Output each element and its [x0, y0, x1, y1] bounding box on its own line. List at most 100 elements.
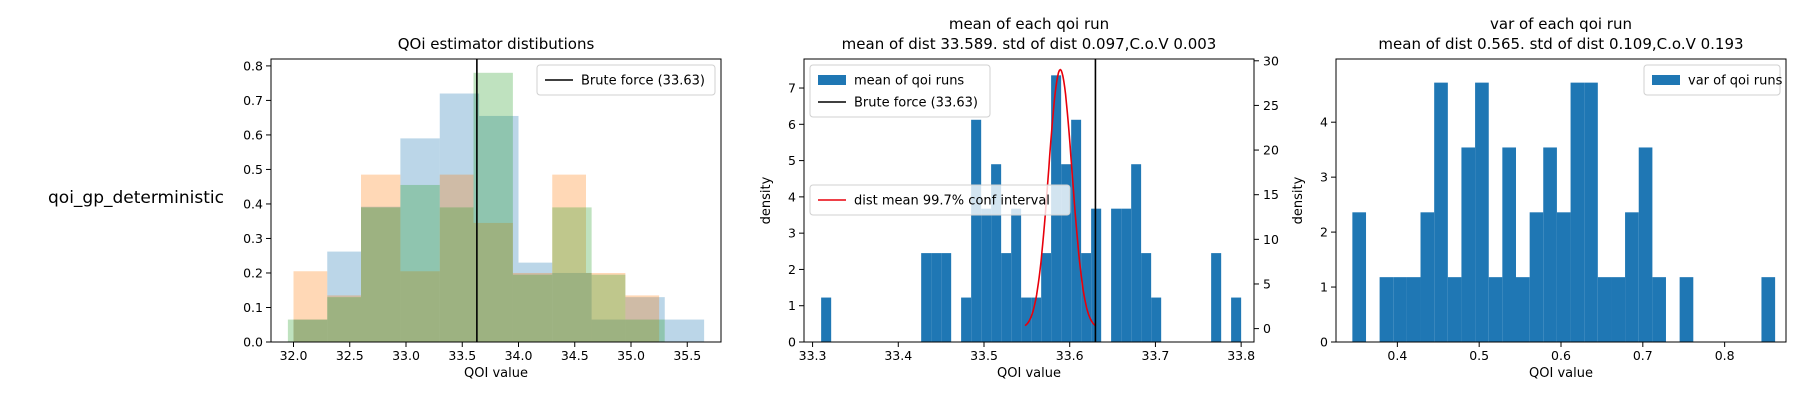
x-tick-label: 33.5 [970, 348, 998, 363]
chart-title: QOi estimator distibutions [398, 35, 595, 53]
hist-bar-series-2 [625, 295, 660, 342]
legend-label: Brute force (33.63) [581, 74, 705, 89]
x-tick-label: 0.5 [1469, 348, 1489, 363]
x-tick-label: 35.5 [673, 348, 701, 363]
hist-bar [1211, 253, 1222, 342]
hist-bar [1393, 277, 1407, 342]
y-axis-label: density [1291, 176, 1306, 224]
y-tick-label: 0.4 [243, 196, 263, 211]
y-tick-label: 2 [788, 262, 796, 277]
hist-bar [1434, 82, 1448, 343]
legend-box [1643, 64, 1781, 96]
hist-bar-series-1 [439, 93, 480, 342]
y2-tick-label: 30 [1263, 53, 1279, 68]
hist-bar [1011, 208, 1022, 342]
hist-bar-series-3 [625, 319, 665, 342]
hist-bar [1141, 253, 1152, 342]
hist-bar [1570, 82, 1585, 343]
y2-tick-label: 25 [1263, 98, 1279, 113]
hist-bar [1081, 253, 1092, 342]
y2-tick-label: 0 [1263, 321, 1271, 336]
hist-bar-series-3 [552, 207, 592, 342]
hist-bar [1121, 208, 1132, 342]
y-tick-label: 0 [788, 335, 796, 350]
legend-label: dist mean 99.7% conf interval [854, 194, 1050, 209]
hist-bar-series-2 [512, 272, 553, 342]
y-axis-label: density [759, 176, 774, 224]
x-tick-label: 34.0 [505, 348, 533, 363]
hist-bar [1461, 147, 1476, 342]
hist-bar [1001, 253, 1012, 342]
y-tick-label: 6 [788, 117, 796, 132]
hist-bar-series-3 [512, 274, 553, 342]
x-tick-label: 0.7 [1633, 348, 1653, 363]
y-tick-label: 0.6 [243, 127, 263, 142]
y-tick-label: 5 [788, 153, 796, 168]
row-label: qoi_gp_deterministic [48, 188, 224, 208]
hist-bar-series-2 [400, 271, 440, 342]
hist-bar-series-2 [552, 174, 586, 342]
hist-bar [1761, 277, 1776, 342]
hist-bar-series-1 [518, 262, 553, 342]
hist-bar [1420, 212, 1435, 342]
hist-bar-series-3 [287, 319, 328, 342]
legend-box [536, 64, 716, 96]
y-tick-label: 0.3 [243, 231, 263, 246]
y-tick-label: 4 [788, 189, 796, 204]
hist-bar-series-1 [327, 251, 361, 342]
hist-bar [1231, 297, 1242, 342]
hist-bar [1543, 147, 1557, 342]
hist-bar-series-3 [400, 184, 440, 342]
hist-bar-series-2 [439, 174, 474, 342]
hist-bar [991, 164, 1002, 342]
x-tick-label: 34.5 [561, 348, 589, 363]
x-tick-label: 33.8 [1227, 348, 1255, 363]
hist-bar [1502, 147, 1516, 342]
hist-bar-series-1 [591, 319, 626, 342]
hist-bar [961, 297, 972, 342]
hist-bar-series-1 [664, 319, 705, 342]
hist-bar [971, 119, 982, 343]
hist-bar [1151, 297, 1162, 342]
hist-bar-series-1 [479, 115, 519, 342]
hist-bar [1679, 277, 1694, 342]
panel-qoi-estimator: QOi estimator distibutions 32.0 32.5 33.0 33… [243, 35, 722, 381]
y2-tick-label: 5 [1263, 276, 1271, 291]
hist-bar [1516, 277, 1530, 342]
legend-swatch [1652, 75, 1680, 85]
hist-bar [1625, 212, 1639, 342]
y-tick-label: 4 [1320, 115, 1328, 130]
hist-bar [1447, 277, 1462, 342]
y-tick-label: 0.5 [243, 162, 263, 177]
y2-tick-label: 10 [1263, 232, 1279, 247]
panel-var-qoi: var of each qoi run mean of dist 0.565. s… [1291, 15, 1787, 381]
y-tick-label: 1 [1320, 280, 1328, 295]
y-tick-label: 1 [788, 298, 796, 313]
panel-mean-qoi: mean of each qoi run mean of dist 33.589.… [759, 15, 1279, 381]
hist-bar-series-1 [400, 138, 440, 342]
legend-swatch [818, 75, 846, 85]
y-tick-label: 0.8 [243, 58, 263, 73]
x-tick-label: 33.0 [392, 348, 420, 363]
hist-bar [931, 253, 942, 342]
hist-bar [981, 208, 992, 342]
hist-bar-series-1 [293, 319, 328, 342]
plot-frame [803, 58, 1255, 343]
hist-bar [1379, 277, 1394, 342]
hist-bar-series-2 [327, 295, 361, 342]
chart-subtitle: mean of dist 33.589. std of dist 0.097,C… [842, 35, 1217, 53]
hist-bar-series-3 [439, 207, 474, 342]
x-tick-label: 0.8 [1715, 348, 1735, 363]
hist-bar [1597, 277, 1612, 342]
x-axis-label: QOI value [1529, 366, 1593, 381]
hist-bar-series-2 [586, 272, 626, 342]
hist-bar [1111, 208, 1122, 342]
hist-bar-series-2 [473, 222, 513, 342]
hist-bar [1031, 297, 1042, 342]
legend-box [809, 184, 1071, 216]
legend-label: mean of qoi runs [854, 74, 964, 89]
hist-bar [1638, 147, 1653, 342]
hist-bar [1406, 277, 1421, 342]
hist-bar [1475, 82, 1489, 343]
